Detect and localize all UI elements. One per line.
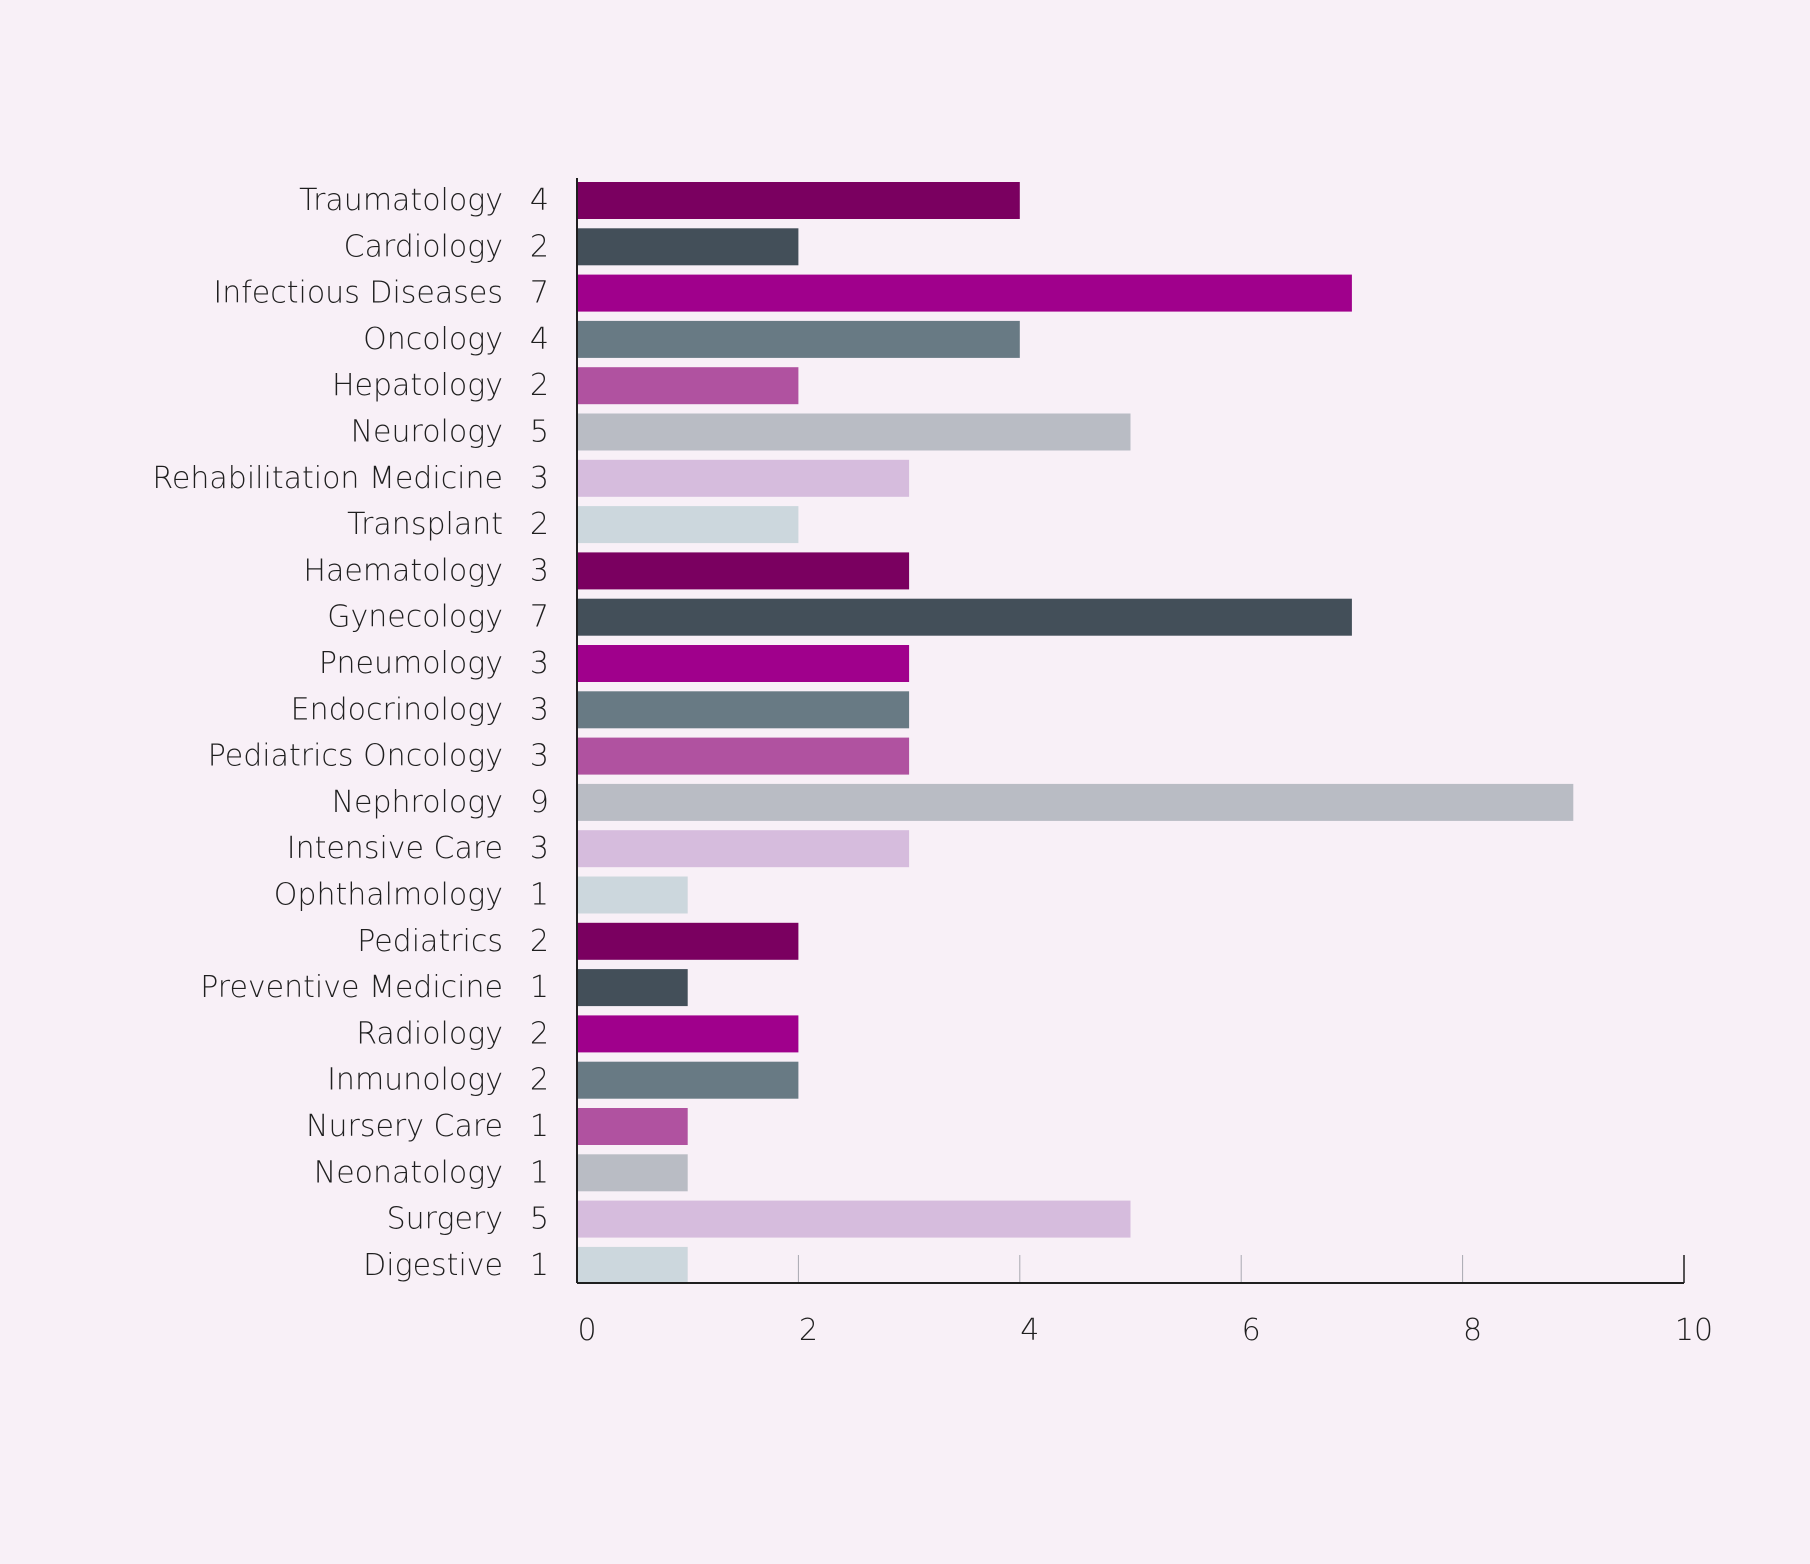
bar-digestive	[577, 1246, 688, 1284]
x-tick-label-8: 8	[1463, 1313, 1482, 1348]
bar-ophthalmology	[577, 876, 688, 914]
x-tick-label-6: 6	[1242, 1313, 1261, 1348]
value-label-surgery: 5	[530, 1202, 549, 1237]
category-label-intensive-care: Intensive Care	[287, 831, 503, 866]
bar-pneumology	[577, 645, 910, 682]
category-label-ophthalmology: Ophthalmology	[274, 878, 503, 913]
value-label-cardiology: 2	[530, 229, 549, 264]
bar-preventive-medicine	[577, 969, 688, 1007]
value-label-inmunology: 2	[530, 1063, 549, 1098]
category-label-traumatology: Traumatology	[299, 183, 503, 218]
x-tick-label-2: 2	[799, 1313, 818, 1348]
value-label-intensive-care: 3	[530, 831, 549, 866]
bar-pediatrics	[577, 922, 799, 960]
bar-radiology	[577, 1015, 799, 1053]
category-label-hepatology: Hepatology	[332, 368, 503, 403]
category-label-rehabilitation-medicine: Rehabilitation Medicine	[152, 461, 503, 496]
bar-transplant	[577, 506, 799, 544]
value-label-nephrology: 9	[530, 785, 549, 820]
category-label-pediatrics-oncology: Pediatrics Oncology	[208, 739, 503, 774]
value-label-radiology: 2	[530, 1016, 549, 1051]
category-label-gynecology: Gynecology	[327, 600, 503, 635]
category-labels: Traumatology Cardiology Infectious Disease…	[152, 183, 503, 1283]
x-axis-ticks: 0 2 4 6 8 10	[577, 1255, 1713, 1348]
bar-oncology	[577, 320, 1020, 358]
category-label-pneumology: Pneumology	[319, 646, 503, 681]
bar-cardiology	[577, 228, 799, 266]
category-label-digestive: Digestive	[363, 1248, 503, 1283]
category-label-inmunology: Inmunology	[327, 1063, 503, 1098]
value-label-gynecology: 7	[530, 600, 549, 635]
x-tick-label-4: 4	[1020, 1313, 1039, 1348]
value-label-rehabilitation-medicine: 3	[530, 461, 549, 496]
value-label-digestive: 1	[530, 1248, 549, 1283]
value-label-infectious-diseases: 7	[530, 276, 549, 311]
bar-rehabilitation-medicine	[577, 459, 910, 497]
value-label-traumatology: 4	[530, 183, 549, 218]
value-label-pediatrics: 2	[530, 924, 549, 959]
bar-neonatology	[577, 1154, 688, 1192]
category-label-transplant: Transplant	[347, 507, 503, 542]
bar-haematology	[577, 552, 910, 590]
category-label-cardiology: Cardiology	[344, 229, 503, 264]
value-label-endocrinology: 3	[530, 692, 549, 727]
x-tick-label-10: 10	[1675, 1313, 1713, 1348]
category-label-surgery: Surgery	[387, 1202, 503, 1237]
value-label-haematology: 3	[530, 553, 549, 588]
value-label-preventive-medicine: 1	[530, 970, 549, 1005]
category-label-oncology: Oncology	[363, 322, 503, 357]
category-label-infectious-diseases: Infectious Diseases	[213, 276, 503, 311]
value-labels: 4 2 7 4 2 5 3 2 3 7 3 3 3 9 3 1 2 1 2 2 1 1 5 1	[530, 183, 549, 1283]
category-label-endocrinology: Endocrinology	[291, 692, 503, 727]
bar-gynecology	[577, 598, 1352, 636]
bar-endocrinology	[577, 691, 910, 729]
value-label-neonatology: 1	[530, 1155, 549, 1190]
bars	[577, 182, 1574, 1284]
value-label-ophthalmology: 1	[530, 878, 549, 913]
category-label-neonatology: Neonatology	[314, 1155, 503, 1190]
bar-intensive-care	[577, 830, 910, 868]
value-label-oncology: 4	[530, 322, 549, 357]
bar-pediatrics-oncology	[577, 737, 910, 775]
value-label-neurology: 5	[530, 415, 549, 450]
value-label-nursery-care: 1	[530, 1109, 549, 1144]
bar-nursery-care	[577, 1108, 688, 1145]
value-label-hepatology: 2	[530, 368, 549, 403]
category-label-pediatrics: Pediatrics	[357, 924, 503, 959]
x-tick-label-0: 0	[577, 1313, 596, 1348]
value-label-pediatrics-oncology: 3	[530, 739, 549, 774]
category-label-haematology: Haematology	[303, 553, 503, 588]
bar-neurology	[577, 413, 1131, 451]
category-label-nephrology: Nephrology	[332, 785, 503, 820]
category-label-preventive-medicine: Preventive Medicine	[200, 970, 503, 1005]
value-label-transplant: 2	[530, 507, 549, 542]
bar-traumatology	[577, 182, 1020, 219]
bar-inmunology	[577, 1061, 799, 1099]
bar-infectious-diseases	[577, 274, 1352, 312]
bar-surgery	[577, 1200, 1131, 1238]
bar-nephrology	[577, 783, 1574, 821]
category-label-neurology: Neurology	[351, 415, 503, 450]
value-label-pneumology: 3	[530, 646, 549, 681]
category-label-radiology: Radiology	[356, 1016, 503, 1051]
category-label-nursery-care: Nursery Care	[306, 1109, 503, 1144]
bar-hepatology	[577, 367, 799, 405]
